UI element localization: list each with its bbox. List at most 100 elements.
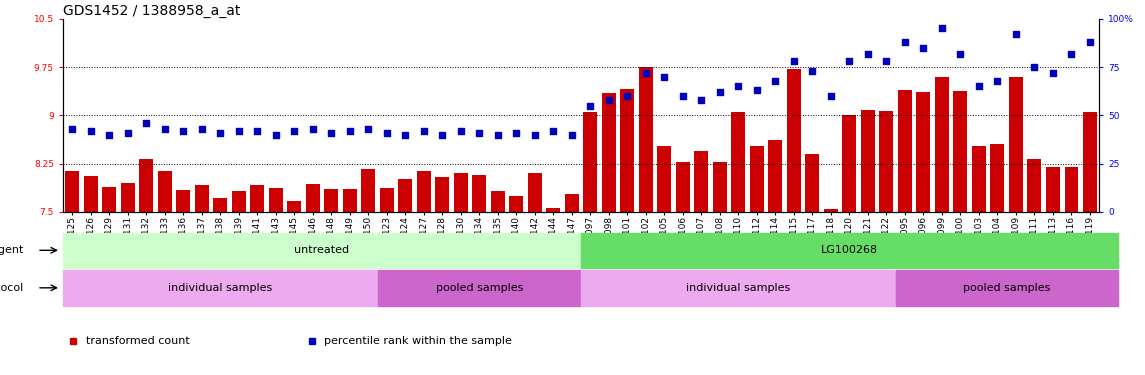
Point [840, 58, 859, 64]
Bar [324, 189, 338, 212]
Bar [602, 93, 616, 212]
Bar [269, 188, 283, 212]
Bar [805, 154, 820, 212]
Bar [546, 208, 560, 212]
Text: transformed count: transformed count [86, 336, 190, 346]
Bar [102, 188, 116, 212]
Point [526, 132, 544, 138]
Bar [972, 146, 986, 212]
Bar [621, 89, 634, 212]
Bar [231, 190, 246, 212]
Bar [417, 171, 431, 212]
Point [673, 93, 692, 99]
Point [322, 130, 340, 136]
Text: percentile rank within the sample: percentile rank within the sample [324, 336, 512, 346]
Point [933, 26, 951, 32]
Point [248, 128, 267, 134]
Point [970, 83, 988, 89]
Point [914, 45, 932, 51]
Bar [398, 179, 412, 212]
Bar [63, 270, 378, 306]
Point [489, 132, 507, 138]
Point [562, 132, 581, 138]
Bar [140, 159, 153, 212]
Bar [935, 77, 949, 212]
Point [1006, 31, 1025, 37]
Point [340, 128, 358, 134]
Bar [990, 144, 1004, 212]
Bar [954, 91, 968, 212]
Bar [213, 198, 227, 212]
Bar [639, 67, 653, 212]
Point [655, 74, 673, 80]
Bar [1047, 167, 1060, 212]
Point [951, 51, 970, 57]
Bar [306, 183, 319, 212]
Bar [121, 183, 135, 212]
Point [1025, 64, 1043, 70]
Point [1081, 39, 1099, 45]
Point [360, 126, 378, 132]
Point [1044, 70, 1063, 76]
Text: pooled samples: pooled samples [435, 283, 523, 293]
Bar [824, 209, 838, 212]
Bar [895, 270, 1118, 306]
Point [637, 70, 655, 76]
Bar [342, 189, 357, 212]
Bar [787, 69, 800, 212]
Point [137, 120, 156, 126]
Text: agent: agent [0, 245, 24, 255]
Bar [251, 185, 264, 212]
Bar [657, 146, 671, 212]
Point [804, 68, 822, 74]
Point [378, 130, 396, 136]
Text: protocol: protocol [0, 283, 24, 293]
Point [693, 97, 711, 103]
Point [544, 128, 562, 134]
Point [396, 132, 414, 138]
Point [895, 39, 914, 45]
Point [230, 128, 248, 134]
Bar [582, 270, 895, 306]
Bar [916, 92, 931, 212]
Text: individual samples: individual samples [168, 283, 273, 293]
Bar [750, 146, 764, 212]
Point [877, 58, 895, 64]
Point [859, 51, 877, 57]
Point [600, 97, 618, 103]
Bar [582, 232, 1118, 268]
Bar [378, 270, 582, 306]
Point [618, 93, 637, 99]
Bar [158, 171, 172, 212]
Point [507, 130, 526, 136]
Point [582, 103, 600, 109]
Point [433, 132, 451, 138]
Bar [84, 177, 97, 212]
Point [285, 128, 303, 134]
Point [1063, 51, 1081, 57]
Bar [732, 112, 745, 212]
Point [784, 58, 803, 64]
Point [414, 128, 433, 134]
Point [63, 126, 81, 132]
Bar [768, 140, 782, 212]
Text: pooled samples: pooled samples [963, 283, 1050, 293]
Bar [861, 110, 875, 212]
Bar [676, 162, 689, 212]
Point [471, 130, 489, 136]
Bar [564, 195, 578, 212]
Bar [1065, 167, 1079, 212]
Bar [713, 162, 727, 212]
Point [988, 78, 1006, 84]
Point [174, 128, 192, 134]
Bar [898, 90, 911, 212]
Text: LG100268: LG100268 [821, 245, 878, 255]
Point [100, 132, 118, 138]
Bar [63, 232, 582, 268]
Point [729, 83, 748, 89]
Point [119, 130, 137, 136]
Bar [195, 185, 208, 212]
Bar [176, 190, 190, 212]
Bar [843, 115, 856, 212]
Point [748, 87, 766, 93]
